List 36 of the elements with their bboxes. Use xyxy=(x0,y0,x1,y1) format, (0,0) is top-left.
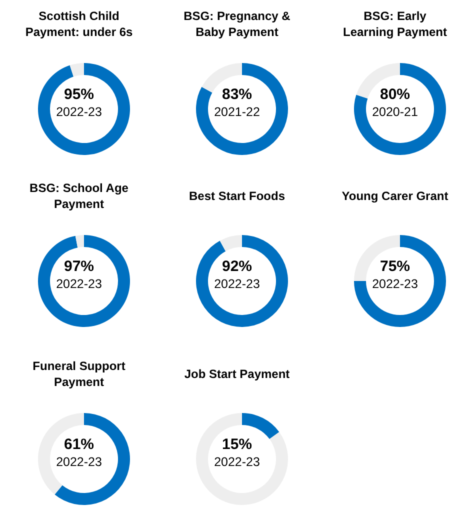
chart-title: Funeral Support Payment xyxy=(32,358,126,390)
text: 2021-22 xyxy=(213,104,261,120)
donut-slice xyxy=(75,235,84,248)
donut-slice xyxy=(54,413,130,505)
text: 61% xyxy=(62,436,96,454)
text: 83% xyxy=(220,86,254,104)
donut-slice xyxy=(242,413,280,440)
text: 95% xyxy=(62,86,96,104)
text: 75% xyxy=(378,258,412,276)
text: 15% xyxy=(220,436,254,454)
text: 80% xyxy=(378,86,412,104)
text: 92% xyxy=(220,258,254,276)
donut-slice xyxy=(196,413,288,505)
donut-slice xyxy=(38,63,130,155)
text: 2022-23 xyxy=(371,276,419,292)
donut-slice xyxy=(354,63,446,155)
chart-title: Job Start Payment xyxy=(184,366,290,382)
text: 2022-23 xyxy=(55,104,103,120)
chart-title: Best Start Foods xyxy=(188,188,285,204)
donut-slice xyxy=(70,63,84,77)
chart-title: Scottish Child Payment: under 6s xyxy=(24,8,134,40)
text: 2022-23 xyxy=(213,454,261,470)
text: 97% xyxy=(62,258,96,276)
text: 2022-23 xyxy=(213,276,261,292)
donut-slice xyxy=(38,235,130,327)
text: 2022-23 xyxy=(55,454,103,470)
chart-title: BSG: School Age Payment xyxy=(28,180,130,212)
chart-title: BSG: Early Learning Payment xyxy=(342,8,448,40)
text: 2020-21 xyxy=(371,104,419,120)
text: 2022-23 xyxy=(55,276,103,292)
donut-slice xyxy=(354,235,446,327)
donut-slice xyxy=(220,235,242,252)
donut-slice xyxy=(196,63,288,155)
chart-title: Young Carer Grant xyxy=(342,188,448,204)
donut-slice xyxy=(196,235,288,327)
chart-title: BSG: Pregnancy & Baby Payment xyxy=(182,8,292,40)
